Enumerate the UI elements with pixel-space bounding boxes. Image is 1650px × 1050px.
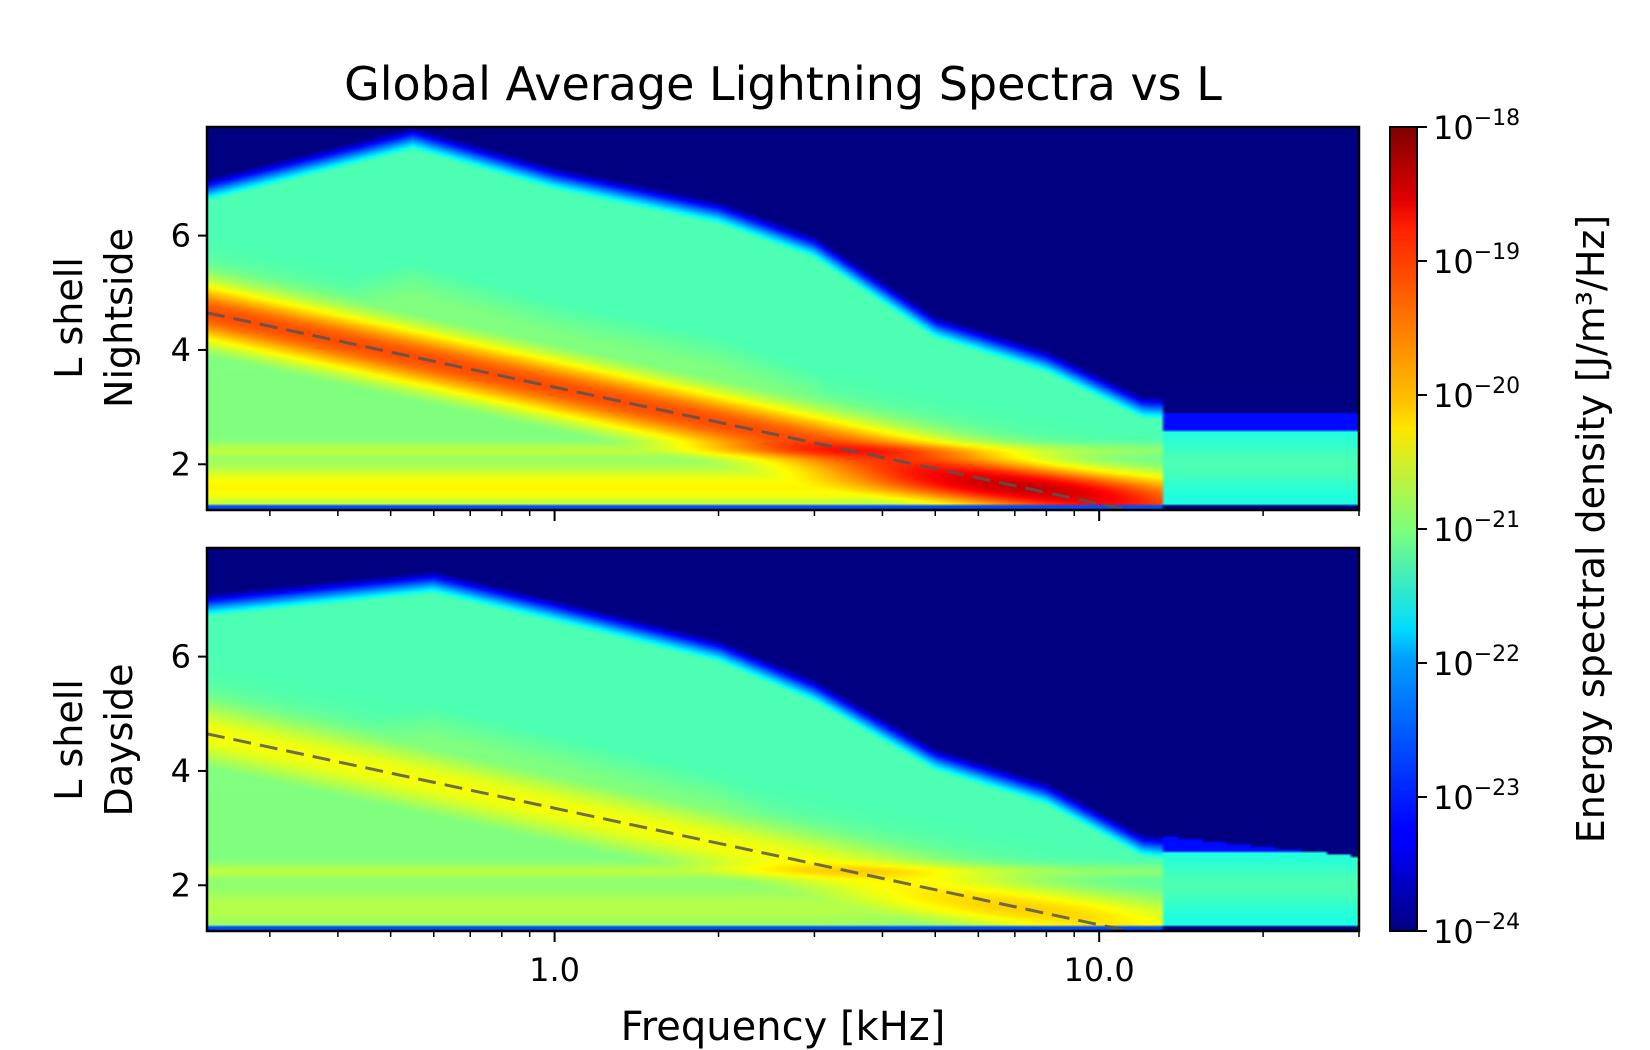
colorbar-label: Energy spectral density [J/m³/Hz] (1569, 215, 1613, 843)
y-tick-label: 6 (171, 217, 191, 255)
colorbar-tick-label: 10−19 (1433, 240, 1520, 281)
y-tick-label: 4 (171, 331, 191, 369)
heatmap-dayside (207, 548, 1359, 931)
colorbar-tick-label: 10−20 (1433, 374, 1520, 415)
axes-frame-nightside (205, 125, 1361, 512)
y-tick-label: 2 (171, 445, 191, 483)
colorbar-tick-label: 10−18 (1433, 106, 1520, 147)
colorbar-ticks: 10−24 10−23 10−22 10−21 10−20 10−19 10−18 (1417, 106, 1520, 951)
y-tick-label: 2 (171, 866, 191, 904)
x-ticks-nightside (269, 510, 1360, 521)
ylabel-line1-dayside: L shell (47, 679, 91, 801)
y-ticks-nightside: 2 4 6 (171, 217, 207, 483)
y-ticks-dayside: 2 4 6 (171, 638, 207, 904)
dashed-line-nightside (207, 311, 1129, 510)
colorbar-gradient (1390, 127, 1417, 931)
colorbar-tick-label: 10−21 (1433, 508, 1520, 549)
panel-nightside: 2 4 6 L shell Nightside (47, 125, 1361, 521)
x-ticks-dayside: 1.0 10.0 (269, 931, 1360, 989)
x-axis-label: Frequency [kHz] (621, 1004, 946, 1050)
ylabel-line2-dayside: Dayside (97, 664, 141, 817)
colorbar-tick-label: 10−24 (1433, 910, 1520, 951)
ylabel-line2-nightside: Nightside (97, 228, 141, 408)
panel-dayside: 2 4 6 1.0 10.0 L shell Dayside (47, 546, 1361, 989)
heatmap-nightside (207, 127, 1359, 510)
colorbar-tick-label: 10−23 (1433, 776, 1520, 817)
chart-title: Global Average Lightning Spectra vs L (344, 57, 1222, 111)
colorbar-tick-label: 10−22 (1433, 642, 1520, 683)
x-tick-label: 1.0 (529, 951, 580, 989)
y-tick-label: 6 (171, 638, 191, 676)
dashed-line-dayside (207, 732, 1129, 931)
ylabel-line1-nightside: L shell (47, 257, 91, 379)
y-tick-label: 4 (171, 752, 191, 790)
colorbar: 10−24 10−23 10−22 10−21 10−20 10−19 10−18 Ener… (1389, 106, 1613, 951)
axes-frame-dayside (205, 546, 1361, 933)
x-tick-label: 10.0 (1064, 951, 1135, 989)
